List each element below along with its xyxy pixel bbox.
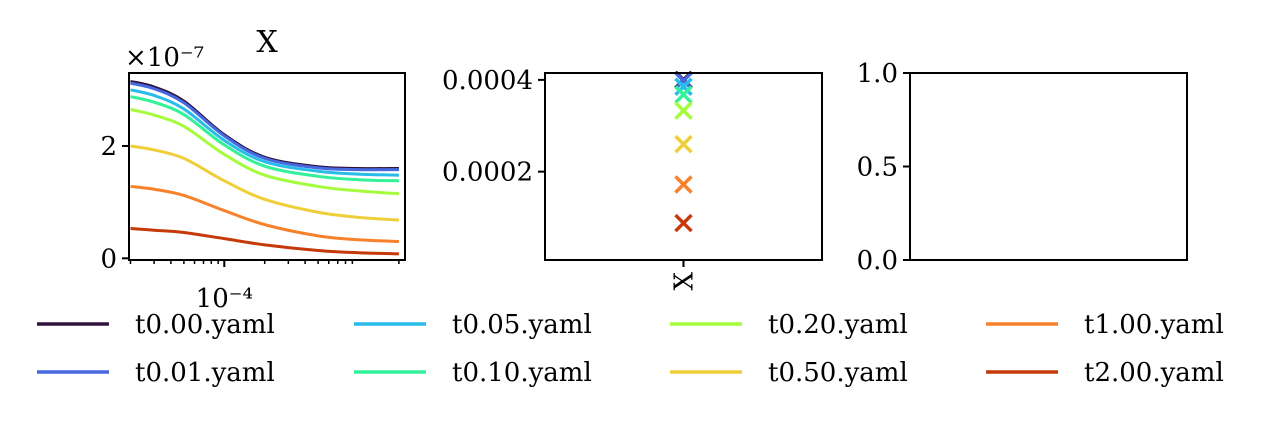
subplot-2-xtick-label-0: X — [670, 272, 700, 291]
legend-label-t1.00.yaml: t1.00.yaml — [1084, 310, 1224, 340]
marker-t2.00.yaml — [674, 213, 693, 233]
subplot-3-ytick-label-1: 0.5 — [857, 153, 898, 183]
marker-t0.10.yaml — [674, 85, 693, 104]
subplot-3-ticks: 0.0 0.5 1.0 — [857, 59, 910, 276]
marker-t0.01.yaml — [674, 71, 693, 91]
subplot-3: 0.0 0.5 1.0 — [857, 59, 1188, 276]
legend-label-t0.05.yaml: t0.05.yaml — [452, 310, 592, 340]
marker-t1.00.yaml — [674, 175, 693, 194]
subplot-3-ytick-label-2: 1.0 — [857, 59, 898, 89]
marker-t0.20.yaml — [674, 101, 693, 120]
subplot-2-points — [674, 70, 693, 233]
legend-label-t0.01.yaml: t0.01.yaml — [135, 358, 275, 388]
subplot-1-frame — [128, 72, 406, 261]
marker-t0.05.yaml — [674, 77, 693, 97]
legend-label-t0.50.yaml: t0.50.yaml — [768, 358, 908, 388]
subplot-2-ticks: 0.0002 0.0004 X — [442, 66, 699, 291]
subplot-2-ytick-label-1: 0.0004 — [442, 66, 533, 96]
subplot-3-frame — [909, 72, 1188, 261]
line-series-t0.20.yaml — [130, 108, 400, 196]
subplot-1-ytick-label-1: 2 — [100, 132, 117, 162]
legend-label-t0.00.yaml: t0.00.yaml — [135, 310, 275, 340]
subplot-3-ytick-label-0: 0.0 — [857, 246, 898, 276]
subplot-2-frame — [544, 72, 823, 261]
line-series-t0.05.yaml — [130, 88, 399, 177]
subplot-2: 0.0002 0.0004 X — [442, 66, 823, 291]
marker-t0.50.yaml — [674, 134, 693, 154]
legend-label-t2.00.yaml: t2.00.yaml — [1084, 358, 1224, 388]
subplot-1-ytick-label-0: 0 — [100, 244, 117, 274]
legend-label-t0.20.yaml: t0.20.yaml — [768, 310, 908, 340]
line-series-t0.10.yaml — [130, 95, 399, 183]
subplot-1-lines — [130, 79, 400, 256]
line-series-t2.00.yaml — [130, 227, 399, 256]
y-scale-multiplier: ×10⁻⁷ — [125, 43, 204, 73]
line-series-t0.50.yaml — [130, 144, 400, 222]
subplot-1-title: X — [256, 25, 278, 60]
line-series-t1.00.yaml — [130, 184, 399, 243]
line-series-t0.01.yaml — [130, 81, 399, 172]
legend: t0.00.yaml t0.01.yaml t0.05.yaml t0.10.yaml… — [37, 310, 1224, 388]
subplot-1-ticks: 0 2 10⁻⁴ — [100, 132, 400, 314]
subplot-2-ytick-label-0: 0.0002 — [442, 158, 533, 188]
subplot-1: X ×10⁻⁷ 0 2 10⁻⁴ — [100, 25, 406, 314]
legend-label-t0.10.yaml: t0.10.yaml — [452, 358, 592, 388]
subplot-1-xtick-label-0: 10⁻⁴ — [196, 284, 253, 314]
